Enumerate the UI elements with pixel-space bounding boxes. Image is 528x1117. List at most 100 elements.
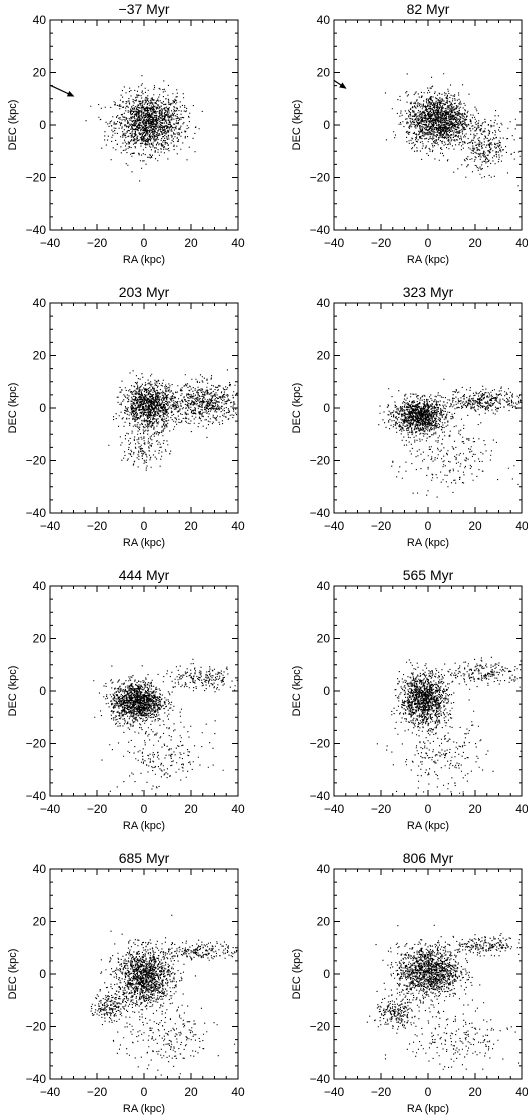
x-tick-label: 40 bbox=[231, 519, 245, 533]
x-tick-label: 0 bbox=[141, 802, 148, 816]
panel-title: 685 Myr bbox=[119, 850, 170, 866]
particle-component-2 bbox=[147, 658, 238, 693]
x-tick-label: 40 bbox=[515, 802, 528, 816]
particle-component-2 bbox=[366, 989, 420, 1030]
y-tick-label: 0 bbox=[323, 401, 330, 415]
x-axis-label: RA (kpc) bbox=[123, 820, 165, 832]
y-tick-label: −40 bbox=[26, 1072, 47, 1086]
y-tick-label: 20 bbox=[317, 66, 331, 80]
y-tick-label: 40 bbox=[33, 579, 47, 593]
y-tick-label: 0 bbox=[323, 967, 330, 981]
particle-cloud bbox=[366, 924, 520, 1079]
x-tick-label: −20 bbox=[87, 236, 108, 250]
y-tick-label: −20 bbox=[310, 454, 331, 468]
y-tick-label: 40 bbox=[33, 296, 47, 310]
particle-cloud bbox=[376, 656, 522, 794]
motion-arrow bbox=[334, 79, 347, 89]
y-tick-label: 0 bbox=[39, 118, 46, 132]
panel-4: −40 −20 0 20 40 −40 −20 0 20 40 323 Myr RA (kpc) DEC… bbox=[291, 284, 528, 549]
x-tick-label: 40 bbox=[515, 519, 528, 533]
particle-component-3 bbox=[376, 699, 522, 794]
y-axis-label: DEC (kpc) bbox=[291, 949, 303, 1000]
particle-cloud bbox=[93, 658, 238, 796]
y-tick-label: 40 bbox=[317, 296, 331, 310]
panel-8: −40 −20 0 20 40 −40 −20 0 20 40 806 Myr RA (kpc) DEC… bbox=[291, 850, 528, 1115]
x-tick-label: −40 bbox=[324, 519, 345, 533]
particle-component-3 bbox=[108, 421, 172, 471]
y-tick-label: 20 bbox=[33, 349, 47, 363]
x-tick-label: 20 bbox=[184, 519, 198, 533]
y-tick-label: −40 bbox=[26, 789, 47, 803]
panel-title: 323 Myr bbox=[403, 284, 454, 300]
y-tick-label: 20 bbox=[33, 915, 47, 929]
y-tick-label: −20 bbox=[26, 171, 47, 185]
x-tick-label: 40 bbox=[515, 236, 528, 250]
x-tick-label: 40 bbox=[231, 802, 245, 816]
x-tick-label: 40 bbox=[231, 236, 245, 250]
particle-component-2 bbox=[427, 385, 522, 416]
x-tick-label: 0 bbox=[425, 519, 432, 533]
x-tick-label: −20 bbox=[371, 519, 392, 533]
particle-component-1 bbox=[391, 659, 475, 744]
y-tick-label: 0 bbox=[323, 684, 330, 698]
x-tick-label: 20 bbox=[184, 236, 198, 250]
particle-component-2 bbox=[150, 369, 238, 438]
y-tick-label: −20 bbox=[310, 737, 331, 751]
x-tick-label: 40 bbox=[515, 1085, 528, 1099]
plot-frame bbox=[49, 585, 239, 797]
particle-component-3 bbox=[391, 418, 519, 498]
particle-component-4 bbox=[112, 1004, 236, 1076]
particle-cloud bbox=[378, 378, 522, 498]
particle-component-1 bbox=[99, 914, 196, 1021]
y-axis-label: DEC (kpc) bbox=[7, 383, 19, 434]
particle-cloud bbox=[108, 369, 238, 471]
plot-frame bbox=[333, 868, 523, 1080]
y-axis-label: DEC (kpc) bbox=[7, 949, 19, 1000]
x-tick-label: 20 bbox=[468, 519, 482, 533]
particle-cloud bbox=[85, 75, 203, 182]
y-tick-label: 20 bbox=[317, 915, 331, 929]
x-tick-label: −40 bbox=[40, 236, 61, 250]
panel-title: 444 Myr bbox=[119, 567, 170, 583]
y-tick-label: 0 bbox=[39, 401, 46, 415]
particle-component-2 bbox=[426, 656, 522, 690]
x-tick-label: 40 bbox=[231, 1085, 245, 1099]
panel-title: 203 Myr bbox=[119, 284, 170, 300]
x-tick-label: −20 bbox=[371, 1085, 392, 1099]
plot-frame bbox=[333, 19, 523, 231]
panel-title: 806 Myr bbox=[403, 850, 454, 866]
y-tick-label: 40 bbox=[33, 13, 47, 27]
y-tick-label: 0 bbox=[39, 967, 46, 981]
x-tick-label: 0 bbox=[141, 236, 148, 250]
y-tick-label: −40 bbox=[26, 223, 47, 237]
y-tick-label: −20 bbox=[26, 1020, 47, 1034]
y-axis-label: DEC (kpc) bbox=[291, 383, 303, 434]
particle-component-3 bbox=[430, 933, 520, 957]
y-tick-label: −40 bbox=[26, 506, 47, 520]
y-tick-label: −20 bbox=[26, 737, 47, 751]
y-tick-label: 20 bbox=[33, 66, 47, 80]
particle-component-3 bbox=[143, 939, 238, 961]
x-axis-label: RA (kpc) bbox=[407, 1103, 449, 1115]
x-tick-label: −20 bbox=[87, 1085, 108, 1099]
y-tick-label: 40 bbox=[33, 862, 47, 876]
y-tick-label: 20 bbox=[317, 349, 331, 363]
x-axis-label: RA (kpc) bbox=[123, 254, 165, 266]
x-tick-label: −40 bbox=[324, 236, 345, 250]
x-tick-label: 20 bbox=[468, 802, 482, 816]
x-tick-label: −40 bbox=[40, 802, 61, 816]
particle-component-4 bbox=[384, 998, 520, 1079]
particle-component-1 bbox=[375, 924, 481, 1014]
x-tick-label: −40 bbox=[324, 802, 345, 816]
y-tick-label: 0 bbox=[323, 118, 330, 132]
x-tick-label: 0 bbox=[425, 802, 432, 816]
particle-component-1 bbox=[113, 370, 183, 445]
x-tick-label: −40 bbox=[324, 1085, 345, 1099]
particle-component-1 bbox=[85, 75, 203, 182]
y-axis-label: DEC (kpc) bbox=[7, 100, 19, 151]
y-tick-label: −40 bbox=[310, 506, 331, 520]
y-tick-label: −20 bbox=[26, 454, 47, 468]
x-tick-label: −20 bbox=[87, 802, 108, 816]
panel-1: −40 −20 0 20 40 −40 −20 0 20 40 −37 Myr RA (kpc) DEC… bbox=[7, 1, 245, 266]
